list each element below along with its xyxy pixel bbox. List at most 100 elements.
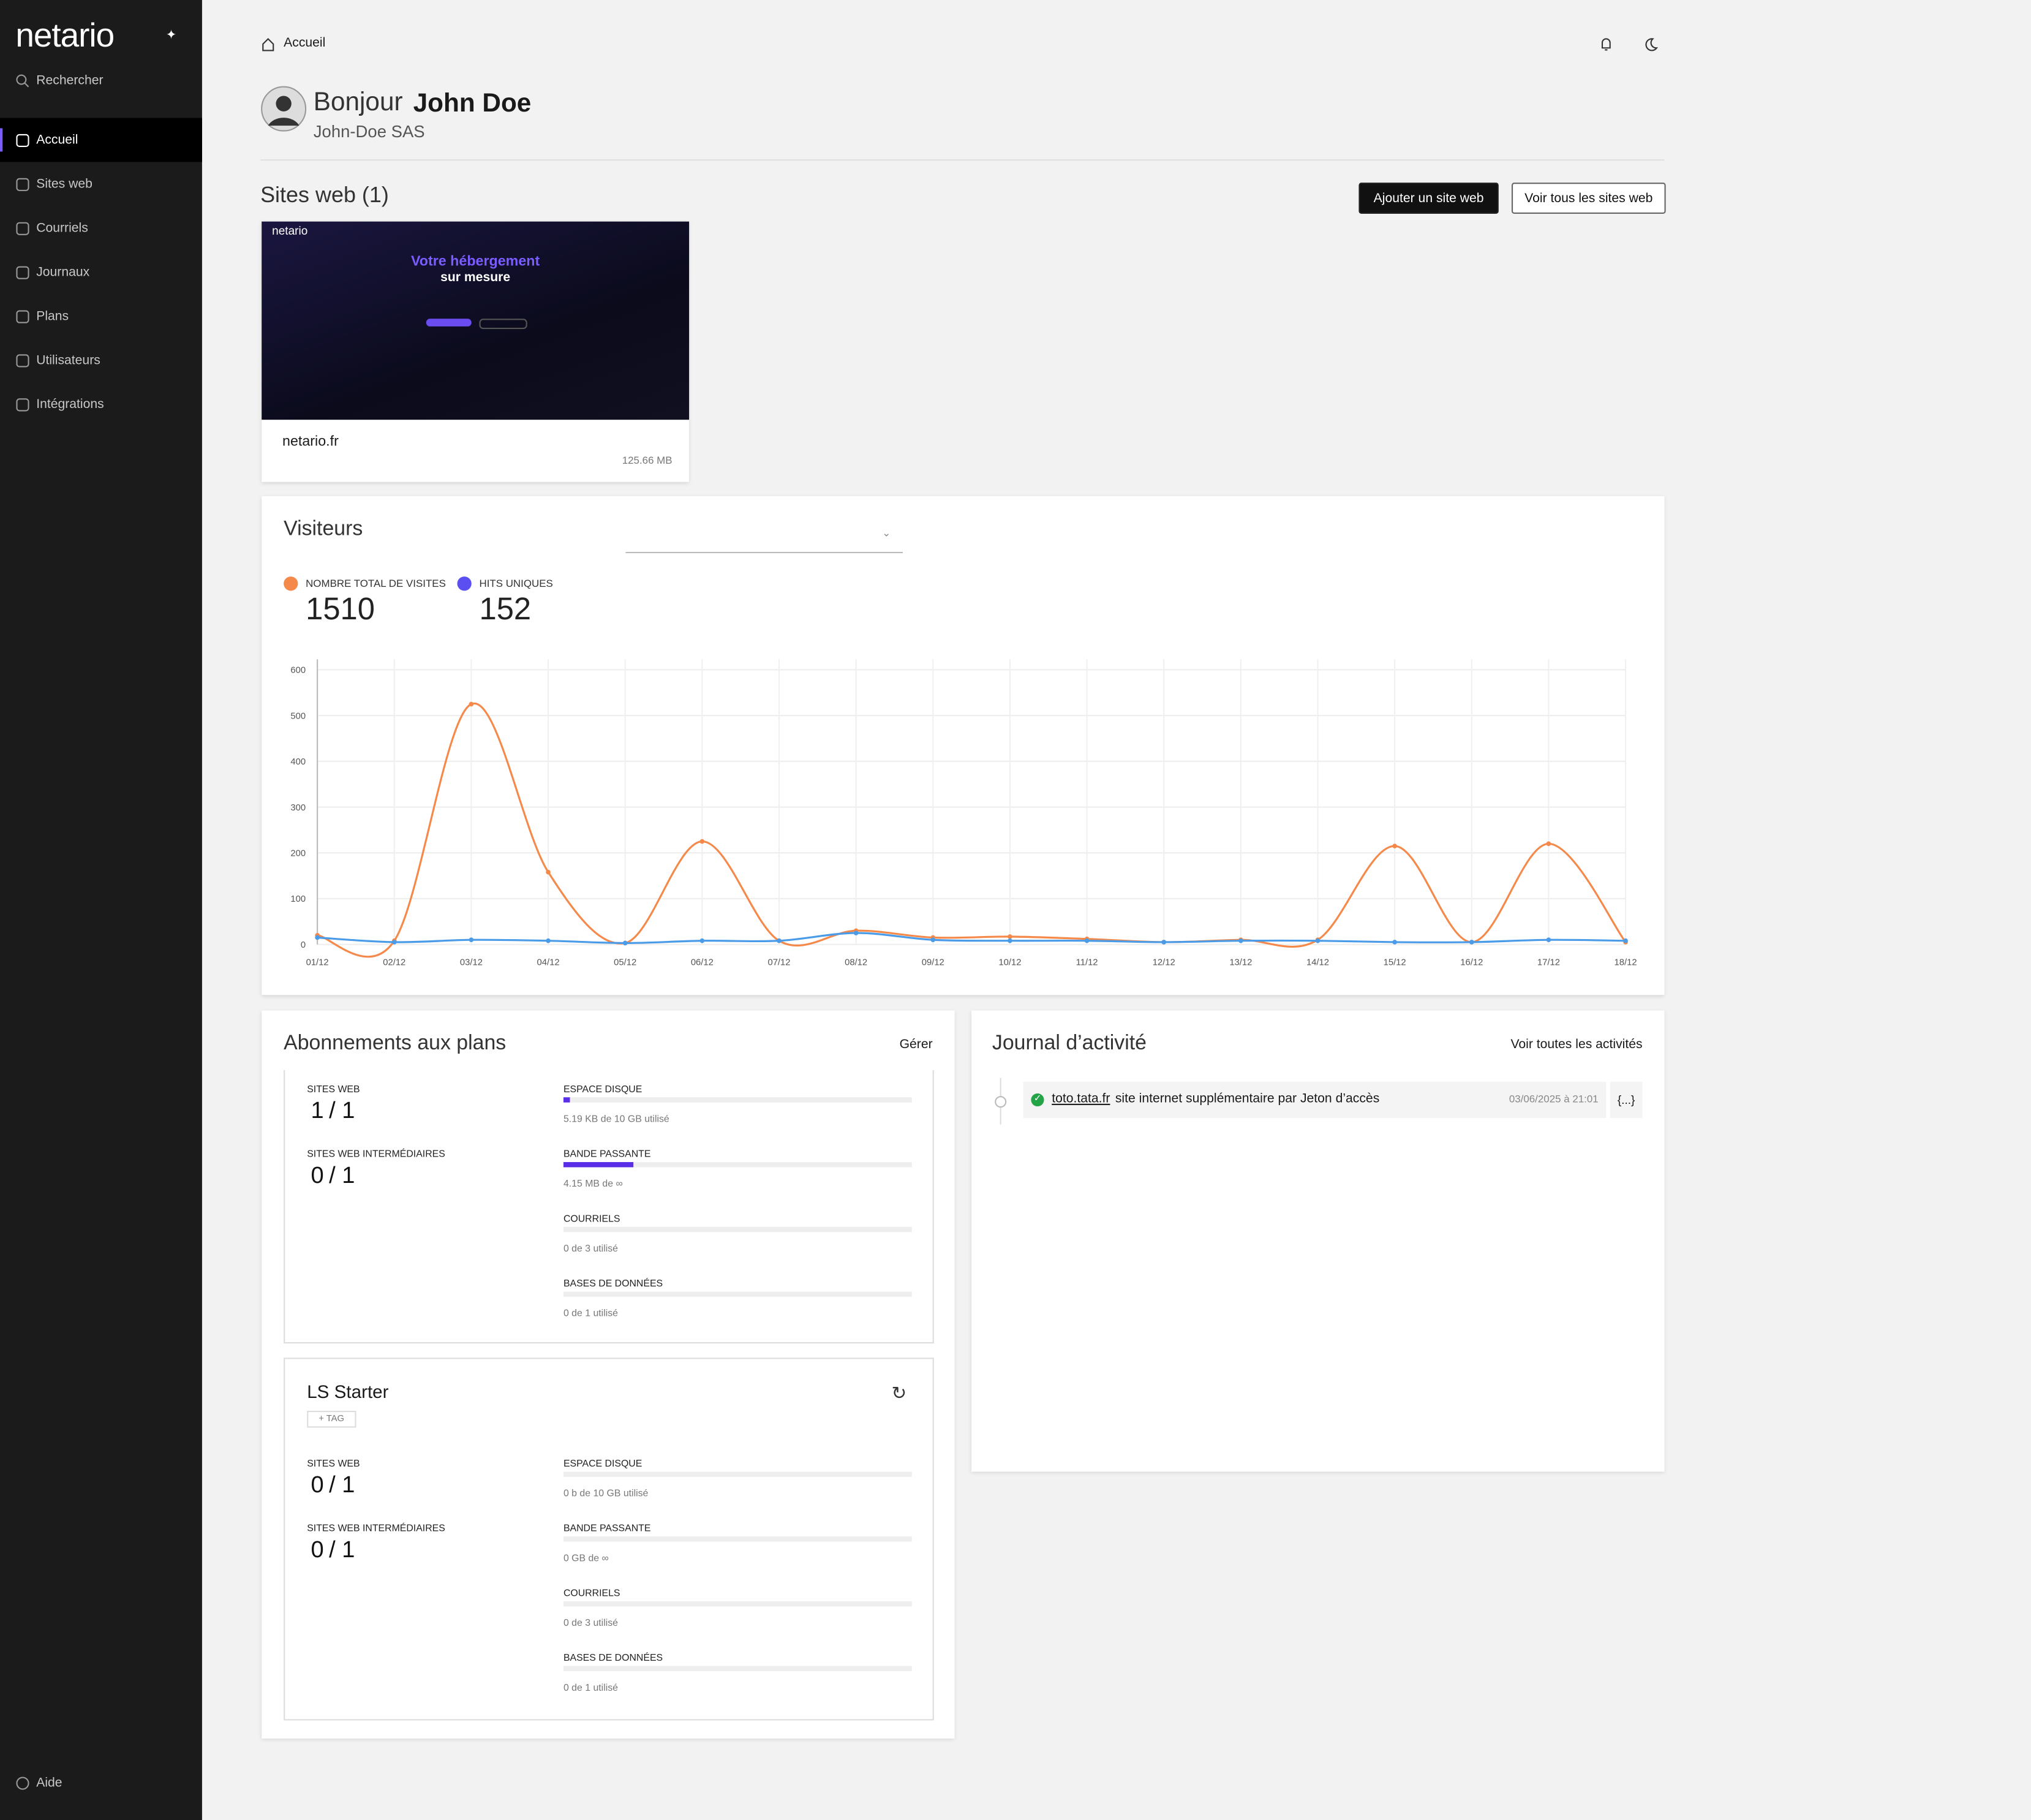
icon-shape [16,353,29,367]
nav-label: Accueil [36,132,78,148]
y-tick-label: 300 [290,803,306,813]
data-point [546,938,551,943]
search[interactable]: Rechercher [0,58,202,102]
icon-shape [16,398,29,411]
resource-bar [563,1536,912,1542]
website-size: 125.66 MB [622,455,673,467]
data-point [1392,844,1397,848]
data-point [1469,940,1474,945]
nav-item[interactable]: Intégrations [0,382,202,426]
search-label: Rechercher [36,73,104,88]
plan-tag[interactable]: + TAG [307,1411,356,1428]
theme-icon[interactable] [1643,36,1658,51]
activity-link[interactable]: toto.tata.fr [1052,1092,1110,1107]
data-point [1315,938,1321,943]
nav-item[interactable]: Journaux [0,250,202,294]
nav-icon [16,353,29,367]
x-tick-label: 03/12 [460,958,483,968]
x-tick-label: 01/12 [306,958,329,968]
timeline-dot [995,1096,1007,1108]
quota-label: SITES WEB INTERMÉDIAIRES [307,1147,445,1160]
pin-icon[interactable]: ✦ [165,28,177,43]
activity-badge[interactable]: {...} [1610,1081,1643,1119]
data-point [777,938,782,943]
resource-label: BASES DE DONNÉES [563,1652,663,1664]
data-point [1084,938,1090,943]
activity-view-all[interactable]: Voir toutes les activités [1510,1037,1643,1052]
home-icon [262,37,274,51]
nav-item[interactable]: Courriels [0,206,202,250]
help[interactable]: Aide [0,1761,202,1805]
nav-item[interactable]: Accueil [0,118,202,162]
nav-label: Intégrations [36,397,104,412]
resource-bar [563,1601,912,1607]
quota-used: 0 [311,1161,324,1188]
nav-label: Utilisateurs [36,353,100,368]
resource-bar-fill [563,1097,571,1103]
nav-label: Journaux [36,265,90,279]
line-chart: 0 100 200 300 400 500 600 01/12 02/12 03/12 04/12 0… [290,659,1637,968]
preview-headline: Votre hébergement [410,254,540,270]
plans-manage[interactable]: Gérer [899,1037,933,1052]
y-tick-label: 200 [290,849,306,859]
plans-panel: Abonnements aux plans Gérer SITES WEB 1/1… [262,1010,955,1739]
resource-label: BASES DE DONNÉES [563,1277,663,1289]
x-tick-label: 12/12 [1153,958,1175,968]
resource-bar [563,1666,912,1672]
y-tick-label: 100 [290,894,306,904]
nav-label: Courriels [36,221,88,235]
nav-item[interactable]: Utilisateurs [0,338,202,382]
y-tick-label: 600 [290,666,306,676]
active-indicator [0,128,3,152]
icon-shape [16,309,29,323]
x-tick-label: 15/12 [1384,958,1406,968]
nav-item[interactable]: Sites web [0,162,202,206]
nav-icon [16,133,29,146]
breadcrumb[interactable]: Accueil [284,36,326,51]
data-point [1546,841,1551,847]
greeting-name: John Doe [413,89,532,118]
preview-button [426,319,472,327]
help-label: Aide [36,1775,62,1790]
website-card[interactable]: netario Votre hébergement sur mesure net… [262,221,690,482]
activity-panel: Journal d’activité Voir toutes les activ… [971,1010,1665,1472]
nav-icon [16,398,29,411]
add-website-button[interactable]: Ajouter un site web [1358,183,1499,214]
quota-total: 1 [342,1097,355,1123]
resource-usage: 0 de 3 utilisé [563,1617,619,1629]
greeting-hello: Bonjour [313,88,403,117]
data-point [699,839,705,844]
data-point [1392,940,1397,945]
nav-item[interactable]: Plans [0,294,202,338]
preview-subline: sur mesure [440,270,511,285]
nav-icon [16,177,29,191]
resource-bar [563,1291,912,1297]
x-tick-label: 09/12 [922,958,944,968]
resource-label: COURRIELS [563,1587,620,1599]
resource-usage: 0 de 1 utilisé [563,1307,619,1319]
period-select[interactable] [625,551,903,554]
logo[interactable]: netario [15,15,115,55]
data-point [1546,937,1551,943]
refresh-icon[interactable]: ↻ [891,1382,907,1403]
website-domain[interactable]: netario.fr [282,434,339,450]
data-point [853,931,859,935]
nav-icon [16,265,29,279]
resource-bar [563,1471,912,1477]
data-point [391,940,397,945]
legend-label: NOMBRE TOTAL DE VISITES [306,578,446,590]
notification-icon[interactable] [1599,36,1614,51]
x-tick-label: 10/12 [998,958,1021,968]
quota-separator: / [329,1097,336,1123]
resource-label: BANDE PASSANTE [563,1147,651,1160]
x-tick-label: 06/12 [691,958,714,968]
quota-total: 1 [342,1471,355,1498]
view-all-button[interactable]: Voir tous les sites web [1511,183,1666,214]
legend-total: 1510 [306,592,375,627]
series-line [317,702,1627,958]
quota-label: SITES WEB [307,1457,360,1470]
select-arrow[interactable]: ⌄ [882,527,891,539]
legend-dot [284,576,298,591]
x-tick-label: 17/12 [1537,958,1560,968]
